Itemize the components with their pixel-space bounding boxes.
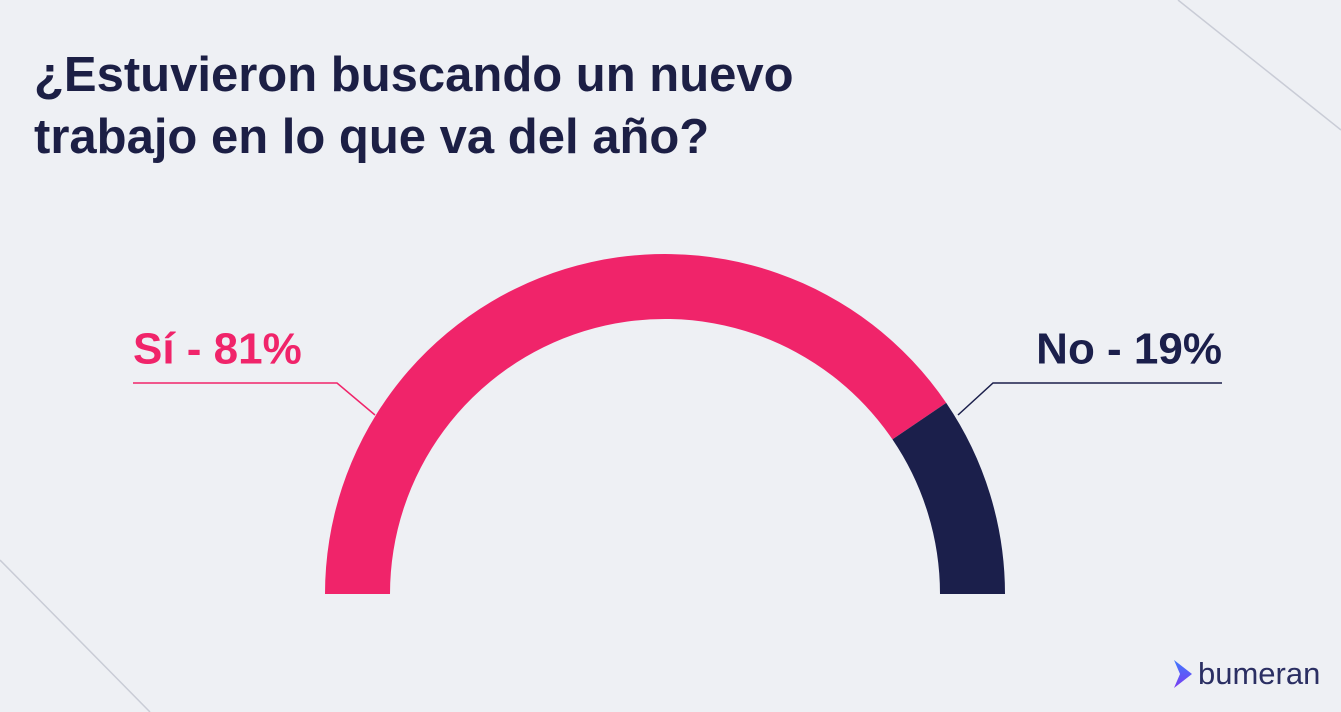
arc-segment [892,402,1005,594]
leader-line [957,382,1222,416]
chart-title: ¿Estuvieron buscando un nuevo trabajo en… [34,48,794,164]
brand-logo: bumeran [1172,656,1320,692]
decor-line [0,559,151,712]
value-label: No - 19% [1036,325,1222,374]
decor-line [1177,0,1341,131]
leader-line [133,382,376,416]
arc-segment [325,253,947,595]
value-label: Sí - 81% [133,325,302,374]
brand-icon [1174,660,1192,688]
brand-name: bumeran [1198,656,1321,691]
